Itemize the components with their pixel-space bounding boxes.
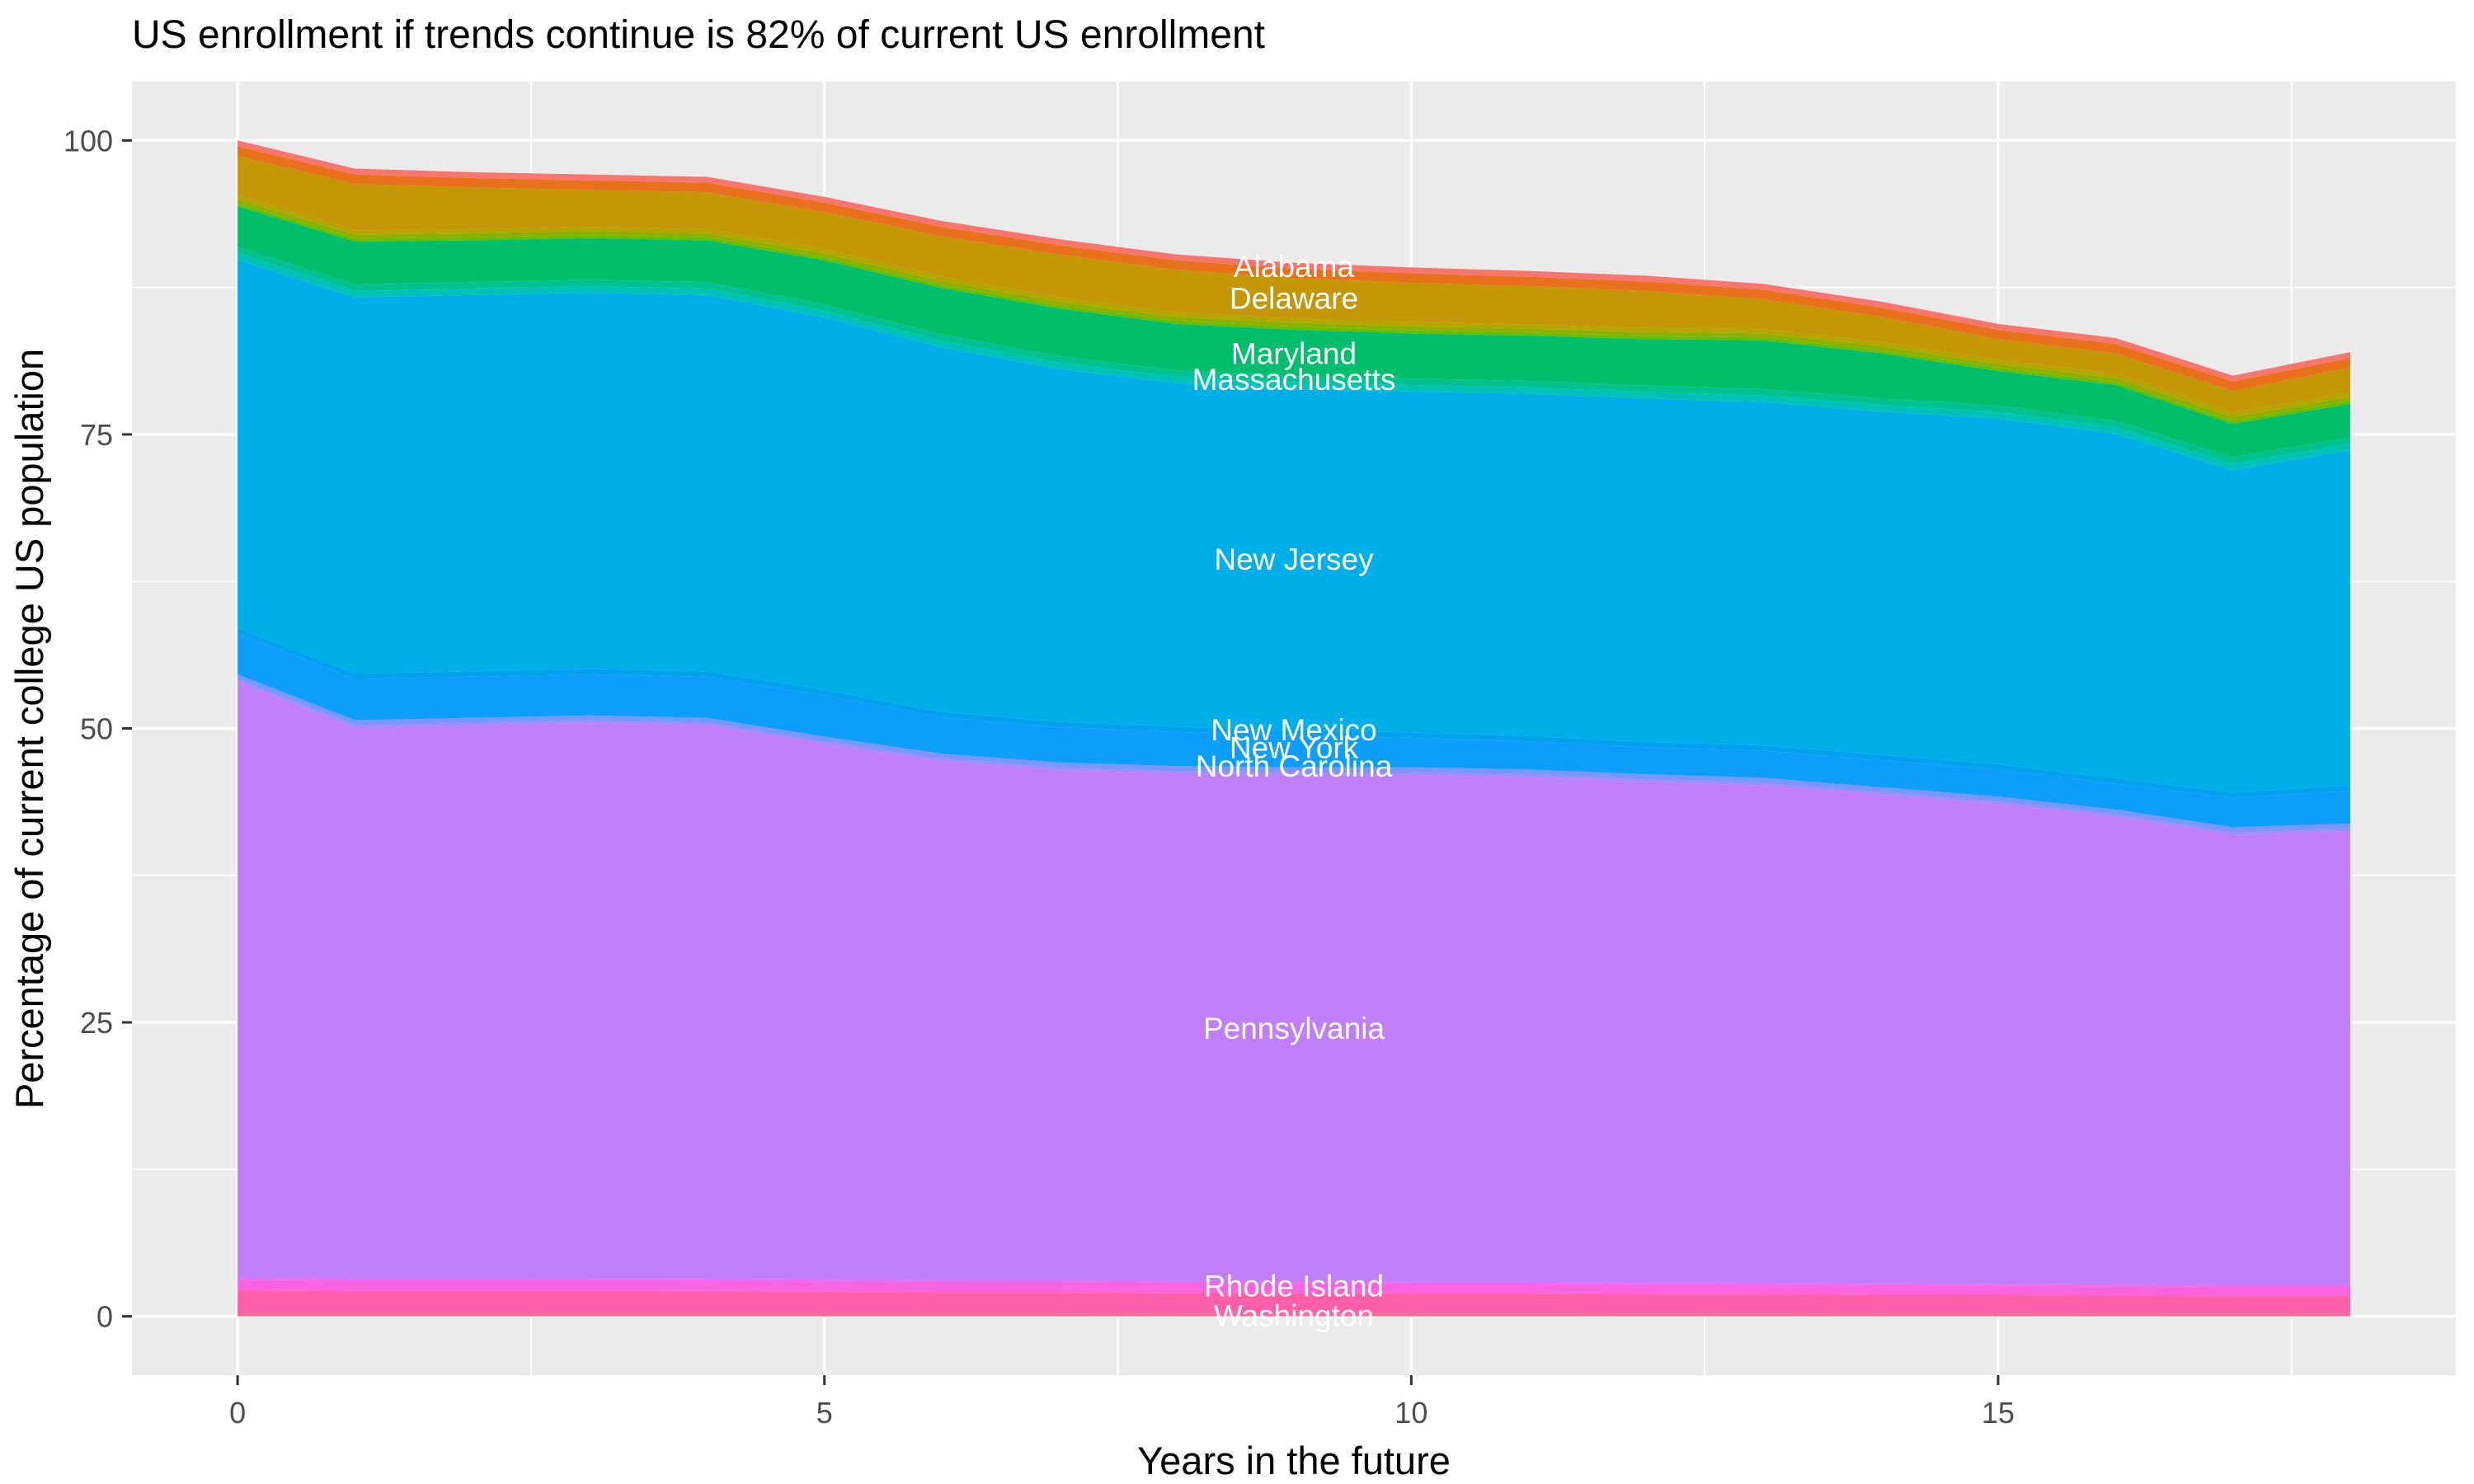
area-new-jersey (238, 260, 2350, 793)
area-others-pa-nc (238, 679, 2350, 835)
stacked-areas (238, 140, 2350, 1317)
x-tick-label-15: 15 (1982, 1396, 2015, 1430)
area-pennsylvania (238, 682, 2350, 1285)
area-north-carolina (238, 674, 2350, 833)
area-washington (238, 1291, 2350, 1314)
area-others-ri-pa (238, 1278, 2350, 1288)
area-others-bottom (238, 1313, 2350, 1317)
state-label-washington: Washington (1214, 1298, 1374, 1332)
y-tick-label-25: 25 (80, 1006, 113, 1040)
x-tick-label-5: 5 (816, 1396, 833, 1430)
state-label-new-jersey: New Jersey (1214, 542, 1374, 576)
state-label-pennsylvania: Pennsylvania (1203, 1012, 1385, 1045)
state-label-rhode-island: Rhode Island (1204, 1270, 1384, 1303)
y-tick-label-0: 0 (96, 1300, 113, 1334)
area-delaware (238, 155, 2350, 413)
axis-ticks: 0 5 10 15 0 25 50 75 100 (63, 124, 2015, 1430)
state-label-alabama: Alabama (1234, 250, 1354, 284)
area-maryland (238, 206, 2350, 458)
y-tick-label-100: 100 (63, 124, 113, 157)
state-label-new-mexico: New Mexico (1211, 713, 1377, 747)
x-tick-label-10: 10 (1395, 1396, 1427, 1430)
area-rhode-island (238, 1280, 2350, 1295)
x-axis-title: Years in the future (1137, 1439, 1451, 1482)
state-label-maryland: Maryland (1231, 336, 1357, 370)
chart-title: US enrollment if trends continue is 82% … (132, 13, 1265, 57)
state-label-new-york: New York (1230, 730, 1359, 764)
area-new-mexico (238, 627, 2350, 798)
area-others-wa-ri (238, 1289, 2350, 1297)
state-label-delaware: Delaware (1230, 281, 1358, 315)
state-label-north-carolina: North Carolina (1196, 749, 1393, 783)
x-tick-label-0: 0 (229, 1396, 246, 1430)
y-axis-title: Percentage of current college US populat… (7, 349, 51, 1109)
area-new-york (238, 632, 2350, 828)
state-label-massachusetts: Massachusetts (1192, 363, 1396, 397)
y-tick-label-75: 75 (80, 418, 113, 452)
y-tick-label-50: 50 (80, 712, 113, 746)
